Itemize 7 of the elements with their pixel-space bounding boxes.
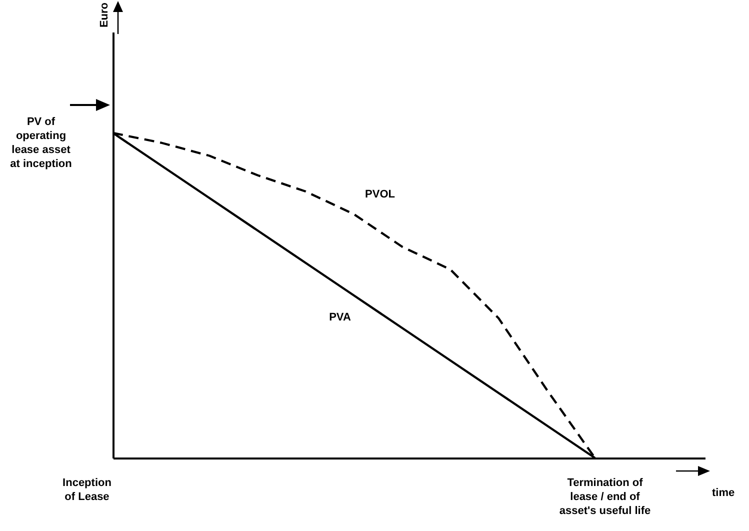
text: time <box>712 486 735 500</box>
text: Termination of lease / end of asset's useful life <box>558 476 652 518</box>
text: Euro <box>98 2 112 28</box>
series-label: PVOL <box>365 188 396 200</box>
text: PV of operating lease asset at inception <box>9 115 73 171</box>
series-label: PVA <box>329 312 351 324</box>
text: Inception of Lease <box>62 476 112 504</box>
